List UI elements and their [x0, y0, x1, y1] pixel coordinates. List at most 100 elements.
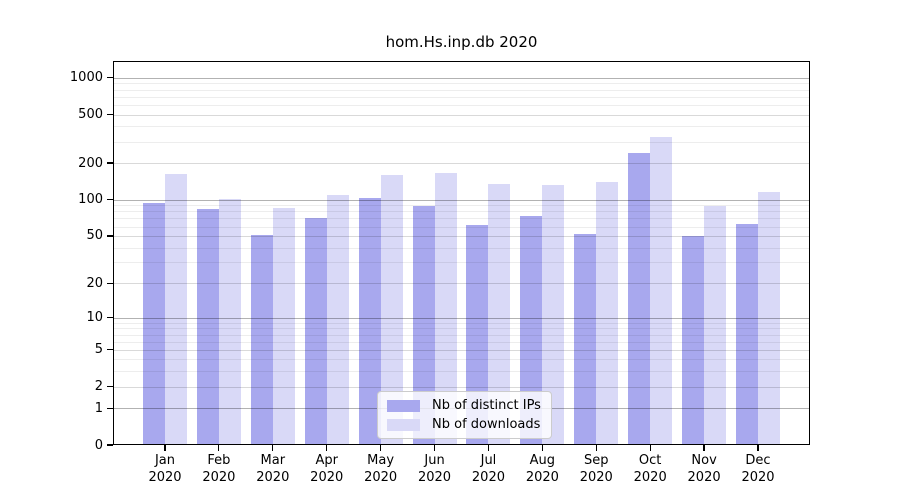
x-tick-mark-jun — [433, 445, 436, 451]
gridline-90 — [113, 205, 810, 207]
gridline-40 — [113, 247, 810, 249]
bar-distinct-ips-jun — [412, 206, 435, 445]
y-tick-label-5: 5 — [94, 342, 103, 358]
chart-title: hom.Hs.inp.db 2020 — [385, 33, 538, 51]
legend-item-distinct-ips: Nb of distinct IPs — [387, 396, 541, 415]
gridline-7 — [113, 334, 810, 336]
bar-distinct-ips-may — [358, 198, 381, 445]
gridline-400 — [113, 126, 810, 128]
y-tick-label-10: 10 — [86, 310, 103, 326]
bar-downloads-sep — [596, 181, 619, 445]
bar-downloads-jun — [434, 172, 457, 445]
x-tick-label-nov: Nov 2020 — [687, 453, 721, 485]
gridline-50 — [113, 236, 810, 237]
x-tick-label-sep: Sep 2020 — [579, 453, 613, 485]
legend-swatch-distinct-ips — [387, 399, 420, 412]
legend-swatch-downloads — [387, 418, 420, 431]
legend-label-downloads: Nb of downloads — [432, 417, 541, 432]
x-tick-mark-nov — [703, 445, 705, 451]
y-tick-label-100: 100 — [78, 192, 103, 208]
bar-distinct-ips-sep — [574, 233, 597, 445]
bar-downloads-nov — [704, 206, 727, 445]
gridline-8 — [113, 328, 810, 330]
gridline-300 — [113, 141, 810, 143]
gridline-800 — [113, 89, 810, 91]
bar-downloads-aug — [542, 185, 565, 445]
gridline-200 — [113, 163, 810, 165]
x-tick-mark-sep — [595, 445, 597, 451]
y-tick-mark-0 — [107, 444, 113, 446]
gridline-4 — [113, 359, 810, 361]
x-tick-label-may: May 2020 — [364, 453, 398, 485]
x-tick-label-aug: Aug 2020 — [525, 453, 559, 485]
bar-distinct-ips-dec — [736, 223, 758, 445]
gridline-700 — [113, 96, 810, 98]
gridline-10 — [113, 317, 810, 319]
bar-distinct-ips-jan — [143, 203, 165, 445]
y-tick-mark-1000 — [107, 77, 113, 79]
y-tick-mark-10 — [107, 316, 113, 319]
legend: Nb of distinct IPs Nb of downloads — [377, 391, 552, 439]
bar-downloads-oct — [650, 136, 673, 445]
gridline-80 — [113, 211, 810, 213]
y-tick-mark-5 — [107, 349, 113, 351]
y-tick-mark-100 — [107, 199, 113, 201]
y-tick-label-2: 2 — [94, 379, 103, 395]
legend-item-downloads: Nb of downloads — [387, 415, 541, 434]
x-tick-mark-oct — [649, 445, 651, 451]
bar-downloads-may — [380, 174, 403, 445]
gridline-100 — [113, 199, 810, 201]
x-tick-label-oct: Oct 2020 — [633, 453, 667, 485]
y-tick-mark-20 — [107, 282, 113, 284]
gridline-1000 — [113, 77, 810, 79]
x-tick-mark-apr — [326, 445, 328, 451]
y-tick-label-20: 20 — [86, 275, 103, 291]
y-tick-label-500: 500 — [78, 107, 103, 123]
bar-downloads-dec — [758, 192, 780, 445]
bar-downloads-jan — [165, 173, 187, 445]
bar-distinct-ips-oct — [628, 152, 651, 445]
y-tick-mark-500 — [107, 113, 113, 116]
x-tick-label-mar: Mar 2020 — [256, 453, 290, 485]
bar-downloads-feb — [218, 198, 241, 445]
y-tick-mark-50 — [107, 235, 113, 237]
gridline-5 — [113, 349, 810, 351]
x-tick-label-feb: Feb 2020 — [202, 453, 236, 485]
x-tick-mark-feb — [218, 445, 220, 451]
gridline-2 — [113, 386, 810, 388]
bar-distinct-ips-mar — [250, 234, 273, 445]
y-tick-label-50: 50 — [86, 228, 103, 244]
x-tick-mark-jul — [487, 445, 490, 451]
bar-distinct-ips-jul — [466, 224, 489, 445]
bar-downloads-mar — [272, 208, 295, 445]
x-tick-mark-mar — [272, 445, 274, 451]
y-tick-mark-1 — [107, 407, 113, 409]
gridline-3 — [113, 371, 810, 373]
gridline-600 — [113, 104, 810, 106]
x-tick-mark-jan — [164, 445, 166, 451]
x-tick-label-jan: Jan 2020 — [148, 453, 182, 485]
gridline-9 — [113, 322, 810, 324]
gridline-500 — [113, 114, 810, 116]
x-tick-label-jun: Jun 2020 — [417, 453, 452, 485]
bar-distinct-ips-feb — [196, 209, 219, 445]
y-tick-mark-200 — [107, 162, 113, 164]
y-tick-label-200: 200 — [78, 155, 103, 171]
x-tick-label-apr: Apr 2020 — [310, 453, 344, 485]
gridline-20 — [113, 283, 810, 285]
x-tick-label-jul: Jul 2020 — [471, 453, 505, 485]
plot-area: Nb of distinct IPs Nb of downloads — [113, 61, 810, 445]
gridline-900 — [113, 83, 810, 85]
y-tick-label-1: 1 — [94, 400, 103, 416]
bar-downloads-apr — [326, 194, 349, 445]
gridline-30 — [113, 262, 810, 264]
bar-distinct-ips-aug — [520, 216, 543, 445]
gridline-70 — [113, 218, 810, 220]
gridline-60 — [113, 226, 810, 228]
gridline-6 — [113, 341, 810, 343]
bar-distinct-ips-apr — [304, 217, 327, 445]
bar-distinct-ips-nov — [682, 235, 705, 445]
legend-label-distinct-ips: Nb of distinct IPs — [432, 398, 541, 413]
bar-downloads-jul — [488, 183, 511, 445]
